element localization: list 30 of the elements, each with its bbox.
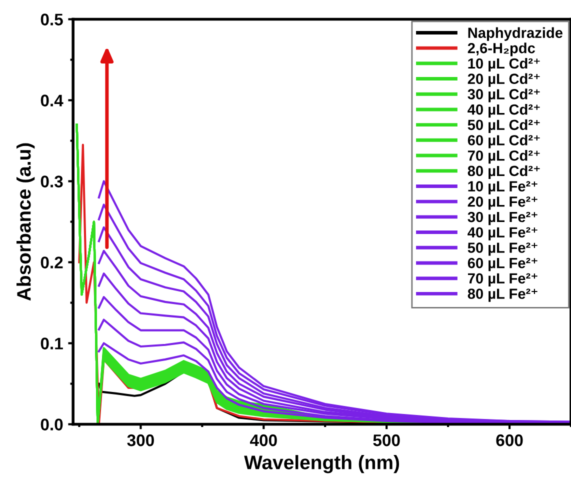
legend-label: 70 µL Fe²⁺: [468, 273, 538, 286]
y-tick-label: 0.2: [40, 256, 63, 268]
legend-label: 20 µL Fe²⁺: [468, 196, 538, 210]
legend-label: 30 µL Cd²⁺: [468, 88, 540, 102]
y-axis-title: Absorbance (a.u): [16, 143, 35, 301]
legend-label: 10 µL Cd²⁺: [468, 58, 540, 72]
legend-label: 30 µL Fe²⁺: [468, 212, 538, 226]
legend-label: Naphydrazide: [468, 27, 562, 41]
legend-label: 10 µL Fe²⁺: [468, 181, 538, 194]
y-tick-label: 0.4: [40, 94, 64, 106]
legend-label: 60 µL Fe²⁺: [468, 258, 538, 272]
y-tick-label: 0.1: [40, 338, 63, 350]
legend-label: 20 µL Cd²⁺: [468, 73, 540, 87]
legend-label: 60 µL Cd²⁺: [468, 134, 540, 148]
legend-label: 80 µL Fe²⁺: [468, 288, 538, 302]
legend-label: 50 µL Cd²⁺: [468, 119, 540, 133]
x-axis-title: Wavelength (nm): [244, 455, 400, 474]
legend-label: 40 µL Fe²⁺: [468, 227, 538, 240]
legend-label: 2,6-H₂pdc: [468, 42, 535, 56]
y-tick-label: 0.3: [40, 176, 63, 188]
x-tick-label: 300: [127, 434, 154, 446]
legend-label: 50 µL Fe²⁺: [468, 242, 538, 256]
legend-label: 70 µL Cd²⁺: [468, 150, 540, 164]
x-tick-label: 600: [496, 434, 523, 446]
x-tick-label: 500: [373, 434, 400, 446]
legend-label: 80 µL Cd²⁺: [468, 165, 540, 180]
y-tick-label: 0.5: [40, 14, 63, 26]
legend-label: 40 µL Cd²⁺: [468, 104, 540, 118]
y-tick-label: 0.0: [40, 418, 63, 430]
x-tick-label: 400: [250, 434, 277, 446]
